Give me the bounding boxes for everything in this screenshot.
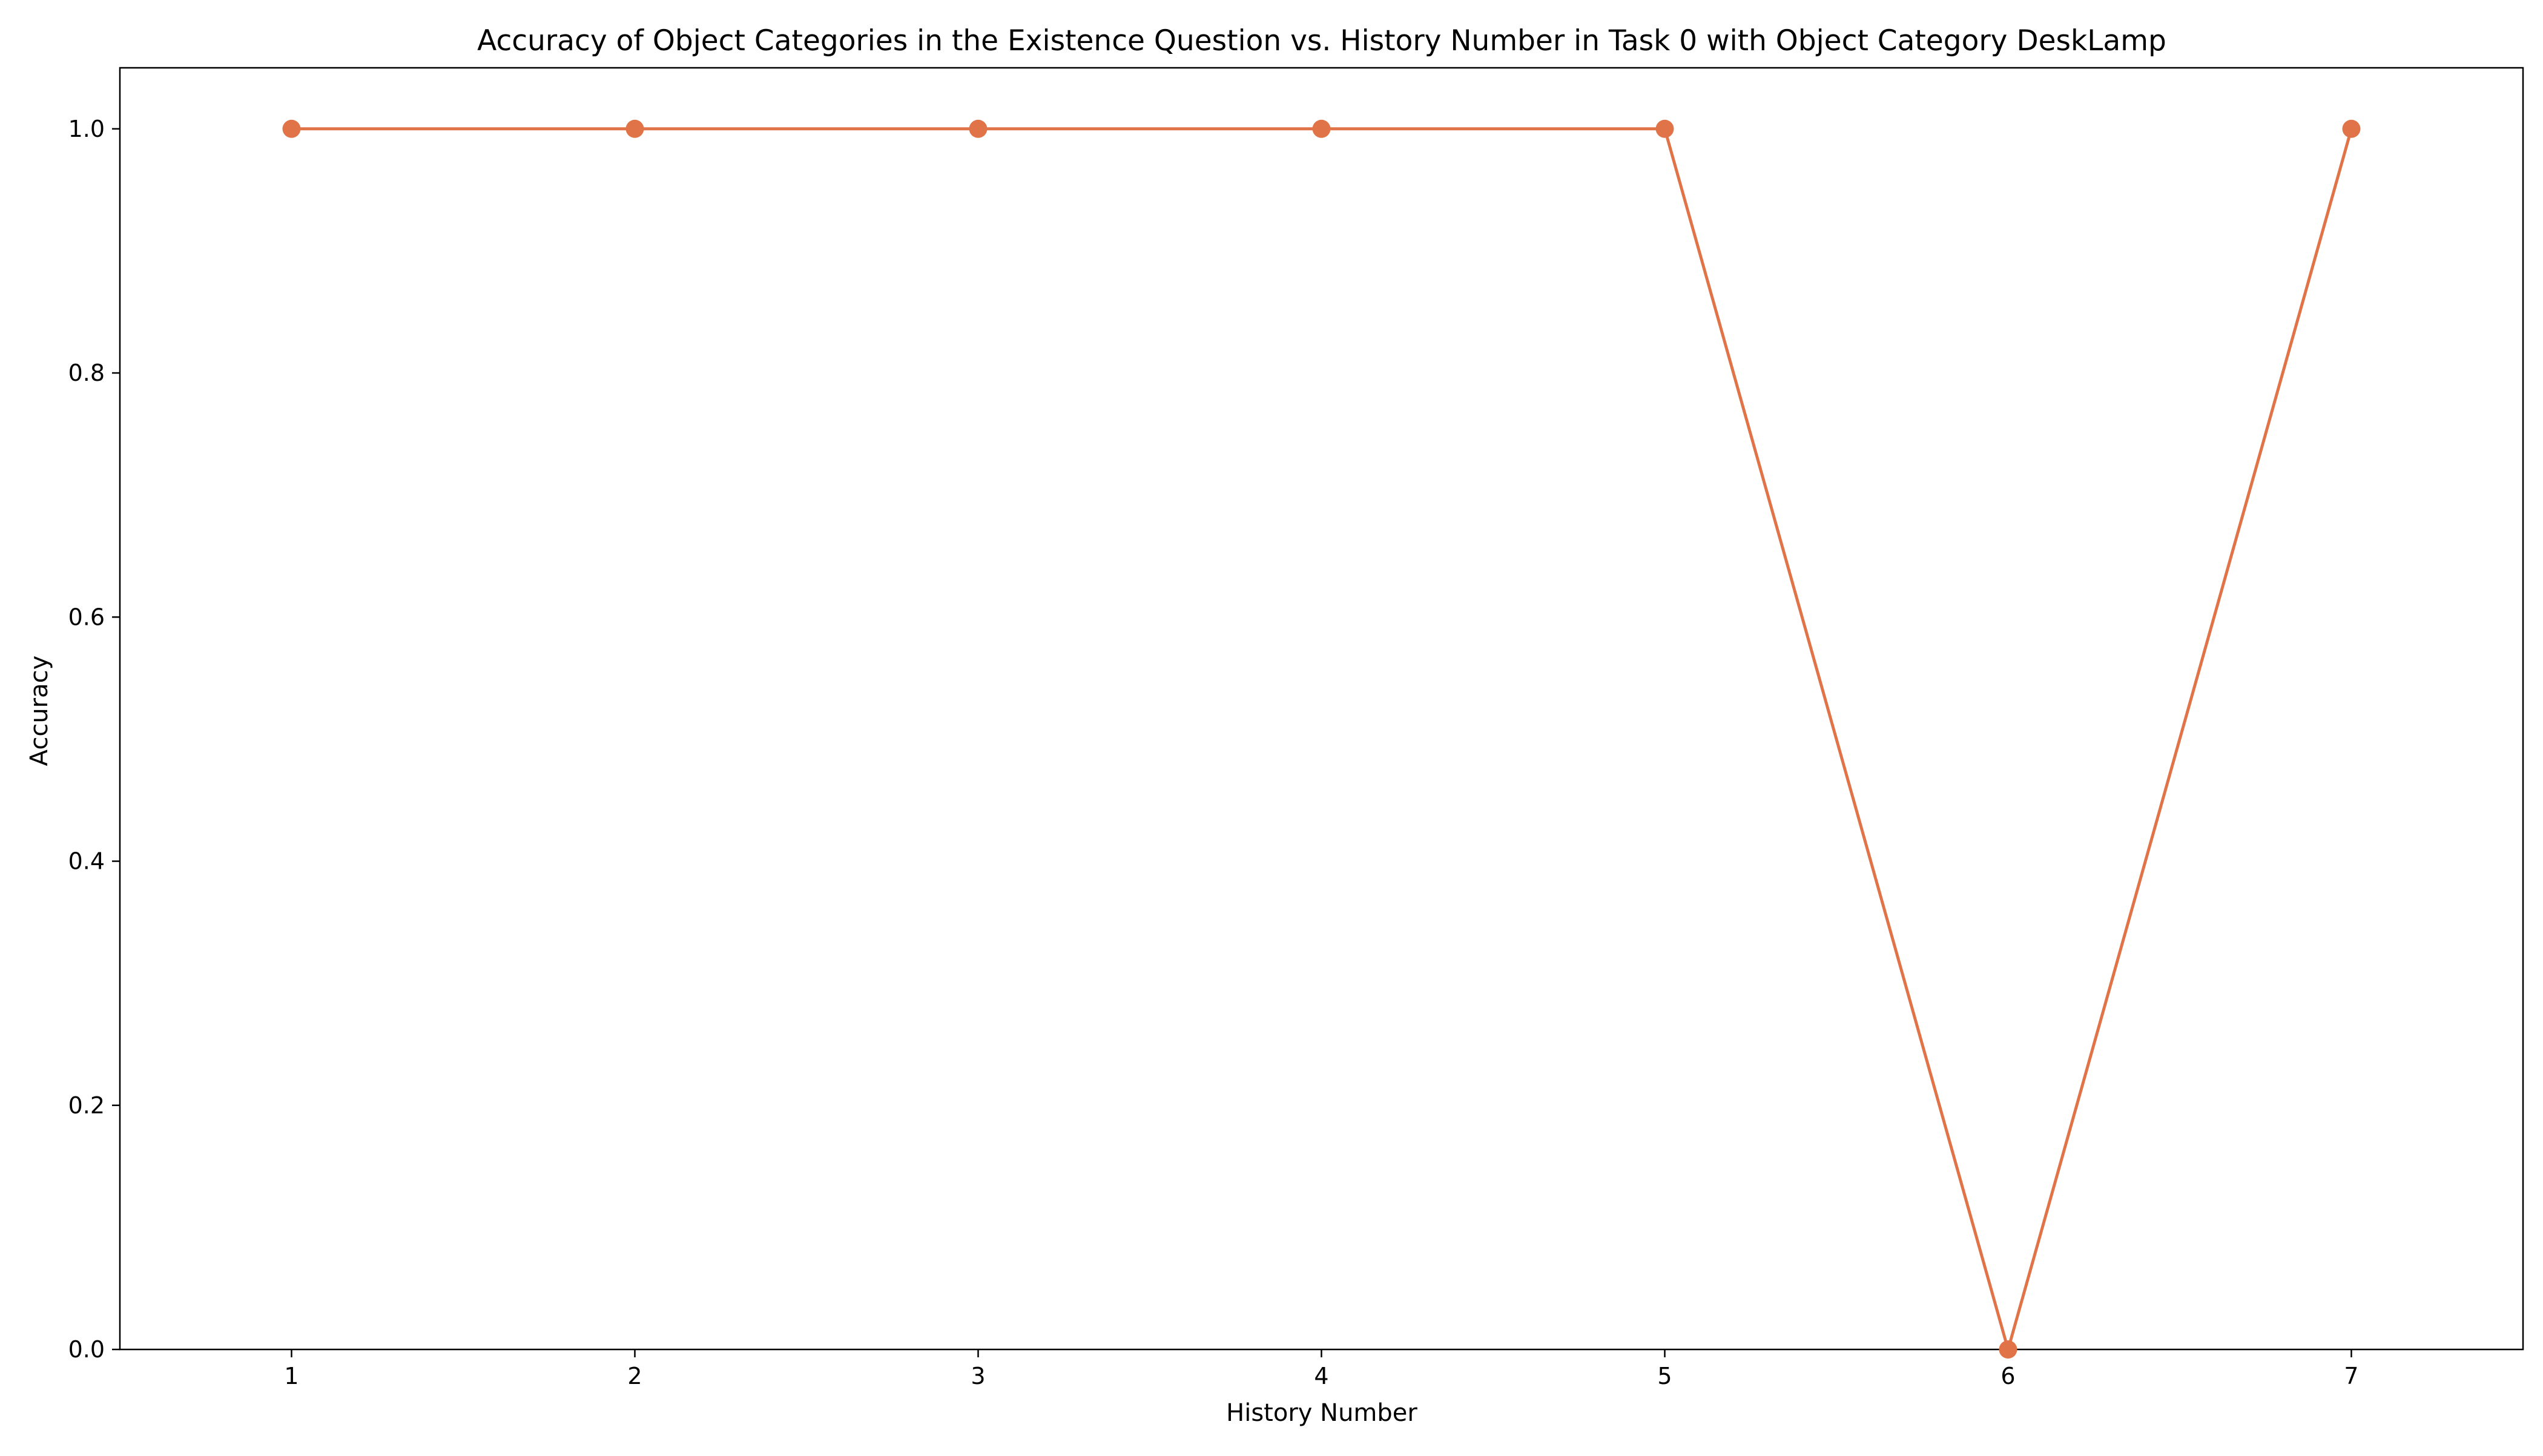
x-tick-label-1: 1 [284,1363,298,1389]
series-0-point-4 [1312,119,1331,138]
x-tick-label-3: 3 [971,1363,985,1389]
y-tick-label-0.0: 0.0 [68,1336,105,1363]
chart-title: Accuracy of Object Categories in the Exi… [477,24,2166,58]
series-0-point-3 [969,119,988,138]
x-axis-label: History Number [1226,1399,1417,1427]
x-tick-label-4: 4 [1314,1363,1328,1389]
plot-frame [119,67,2524,1351]
x-tick-label-7: 7 [2344,1363,2358,1389]
series-0-point-2 [625,119,644,138]
series-0-point-6 [1999,1340,2017,1359]
y-tick-label-1.0: 1.0 [68,116,105,142]
x-tick-label-5: 5 [1657,1363,1672,1389]
y-tick-label-0.6: 0.6 [68,604,105,630]
series-0-line [291,127,2353,1356]
y-axis-label: Accuracy [25,656,53,766]
plot-area: 1 2 3 4 5 6 7 0.0 0.2 0.4 0.6 0.8 1.0 [68,67,2524,1389]
series-0-point-7 [2342,119,2361,138]
x-tick-label-6: 6 [2000,1363,2015,1389]
y-tick-label-0.8: 0.8 [68,360,105,386]
y-tick-label-0.4: 0.4 [68,848,105,875]
x-tick-label-2: 2 [627,1363,642,1389]
series-0-point-5 [1655,119,1674,138]
y-tick-label-0.2: 0.2 [68,1092,105,1119]
series-0-point-1 [282,119,301,138]
